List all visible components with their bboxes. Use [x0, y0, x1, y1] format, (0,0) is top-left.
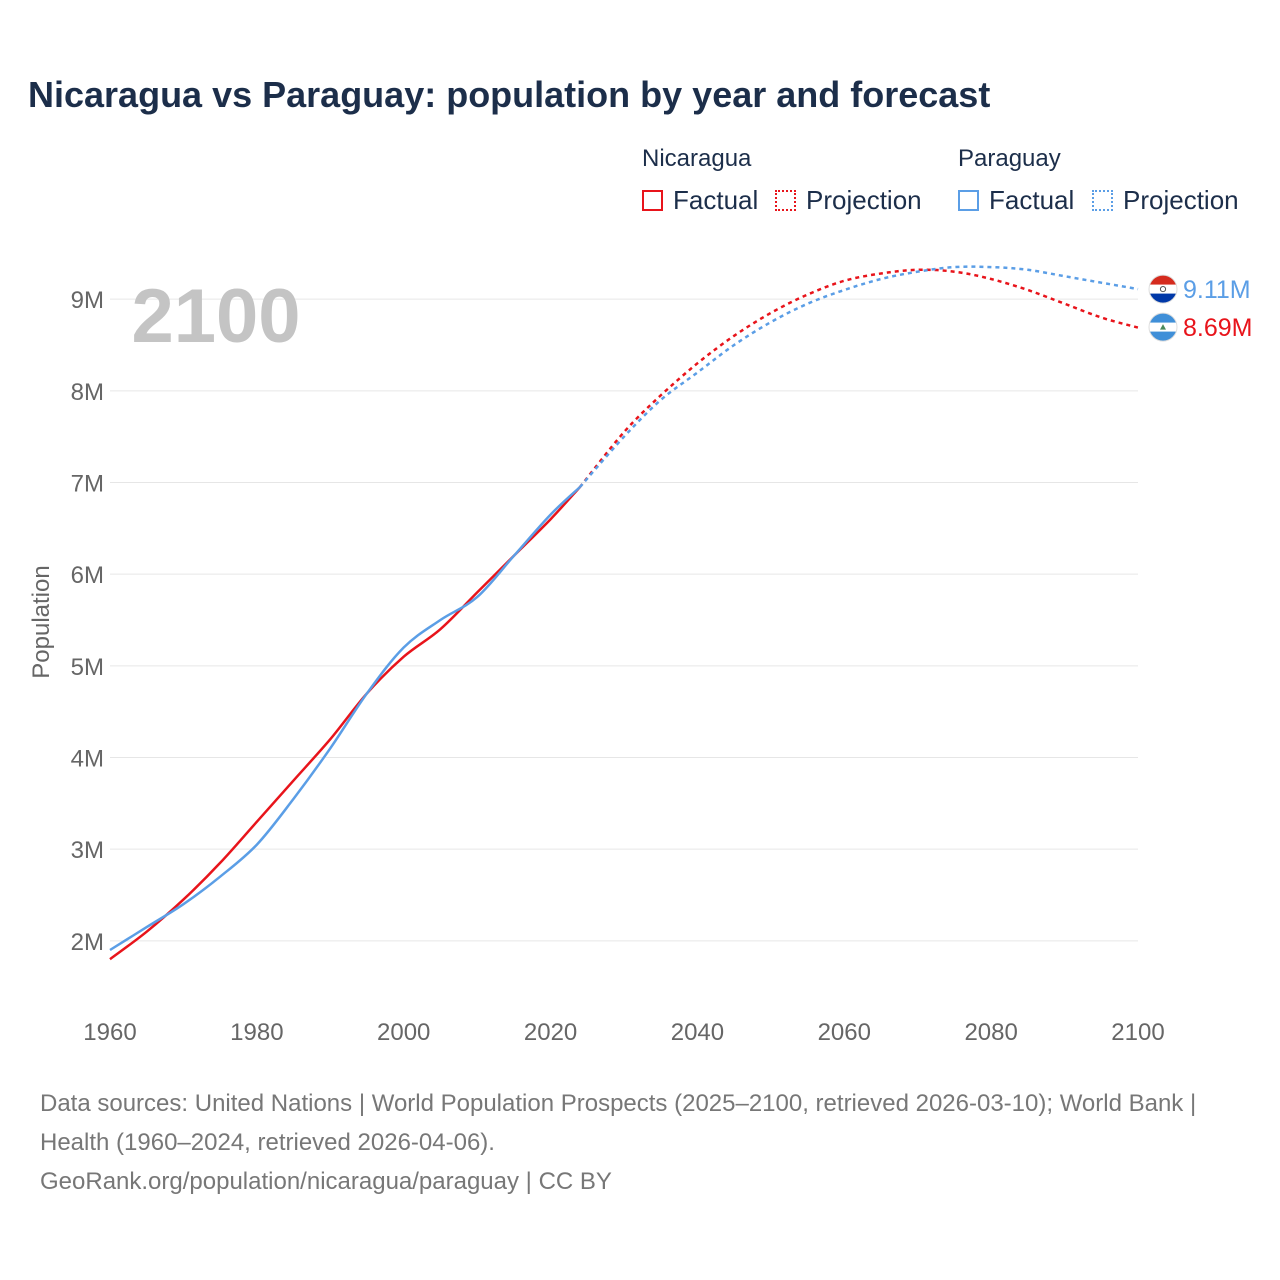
legend-swatch-solid: [642, 190, 663, 211]
x-tick-label: 2040: [671, 1019, 724, 1046]
x-tick-label: 2100: [1111, 1019, 1164, 1046]
nicaragua-end-label: 8.69M: [1183, 314, 1252, 342]
legend-paraguay-factual[interactable]: Factual: [958, 185, 1074, 216]
legend-label: Projection: [1123, 185, 1239, 215]
series-projection-line-paraguay: [578, 265, 1139, 488]
end-markers: 9.11M 8.69M: [1148, 274, 1252, 342]
flag-emblem: [1159, 285, 1167, 293]
paraguay-end-label: 9.11M: [1183, 276, 1251, 304]
legend-paraguay-projection[interactable]: Projection: [1092, 185, 1239, 216]
big-year-label: 2100: [131, 274, 300, 359]
legend-nicaragua-projection[interactable]: Projection: [775, 185, 922, 216]
y-tick-label: 8M: [71, 379, 104, 406]
legend-swatch-dotted: [1092, 190, 1113, 211]
y-tick-label: 5M: [71, 654, 104, 681]
data-sources-text: Data sources: United Nations | World Pop…: [40, 1090, 1197, 1156]
grid-lines: [110, 298, 1138, 942]
x-tick-label: 2020: [524, 1019, 577, 1046]
y-tick-label: 3M: [71, 837, 104, 864]
flag-band-blue: [1149, 293, 1177, 304]
flag-border: [1148, 274, 1178, 304]
paraguay-flag-icon: [1148, 274, 1178, 304]
y-tick-label: 9M: [71, 287, 104, 314]
legend-nicaragua-factual[interactable]: Factual: [642, 185, 758, 216]
x-tick-label: 2080: [964, 1019, 1017, 1046]
series-lines: [109, 265, 1139, 961]
legend-swatch-solid: [958, 190, 979, 211]
y-tick-label: 4M: [71, 746, 104, 773]
y-tick-labels: 2M 3M 4M 5M 6M 7M 8M 9M: [71, 287, 104, 956]
flag-bands: [1149, 313, 1177, 342]
legend-swatch-dotted: [775, 190, 796, 211]
x-tick-label: 2060: [818, 1019, 871, 1046]
nicaragua-flag-icon: [1148, 312, 1178, 342]
legend-label: Factual: [673, 185, 759, 215]
y-tick-label: 2M: [71, 929, 104, 956]
x-tick-label: 1980: [230, 1019, 283, 1046]
credit-link[interactable]: GeoRank.org/population/nicaragua/paragua…: [40, 1168, 612, 1195]
flag-band-red: [1149, 275, 1177, 286]
y-tick-label: 7M: [71, 471, 104, 498]
flag-emblem: [1160, 324, 1166, 330]
legend-group-nicaragua: Nicaragua: [642, 145, 752, 172]
x-tick-label: 2000: [377, 1019, 430, 1046]
flag-border: [1148, 312, 1178, 342]
flag-band-blue: [1149, 331, 1177, 342]
chart-title: Nicaragua vs Paraguay: population by yea…: [28, 74, 991, 115]
footer: Data sources: United Nations | World Pop…: [40, 1084, 1240, 1201]
y-tick-label: 6M: [71, 562, 104, 589]
flag-bands: [1149, 275, 1177, 304]
x-tick-label: 1960: [83, 1019, 136, 1046]
series-projection-line-nicaragua: [578, 268, 1139, 488]
flag-band-blue: [1149, 313, 1177, 324]
legend-label: Projection: [806, 185, 922, 215]
legend-label: Factual: [989, 185, 1075, 215]
x-tick-labels: 1960 1980 2000 2020 2040 2060 2080 2100: [83, 1019, 1164, 1046]
series-factual-line-paraguay: [109, 486, 581, 952]
line-chart: 2M 3M 4M 5M 6M 7M 8M 9M 1960 1980 2000 2020 2040 206…: [71, 265, 1252, 1046]
flag-band-white: [1149, 284, 1177, 294]
series-factual-line-nicaragua: [109, 486, 581, 961]
legend-group-paraguay: Paraguay: [958, 145, 1061, 172]
